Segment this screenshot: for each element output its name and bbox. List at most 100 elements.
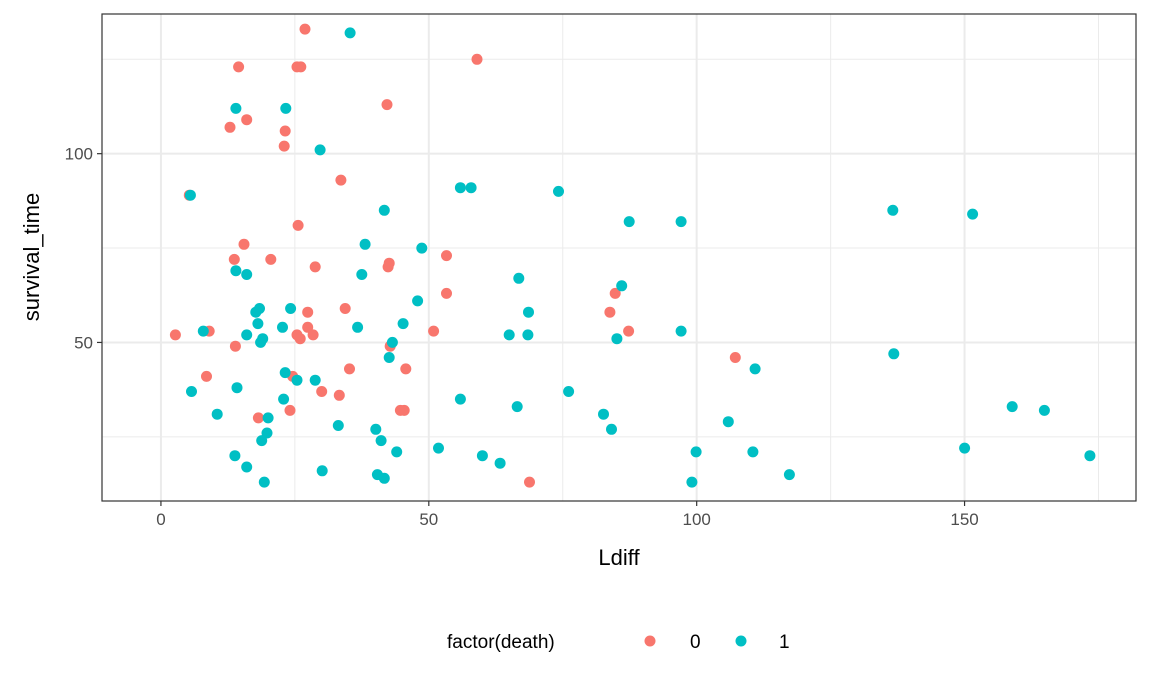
data-point-death-1 [386,336,398,348]
data-point-death-1 [280,102,292,114]
data-point-death-1 [623,216,635,228]
data-point-death-0 [302,306,314,318]
data-point-death-1 [229,450,241,462]
data-point-death-1 [598,408,609,420]
data-point-death-1 [686,476,698,488]
data-point-death-0 [241,114,253,126]
x-axis-ticks: 0 50 100 150 [156,501,979,529]
data-point-death-0 [381,99,393,111]
data-point-death-0 [441,287,452,299]
data-point-death-1 [1038,404,1050,416]
data-point-death-1 [523,306,534,318]
data-point-death-1 [959,442,971,454]
data-point-death-1 [749,363,761,375]
data-point-death-0 [233,61,245,73]
legend: factor(death) 0 1 [447,632,790,653]
x-tick-label: 0 [156,510,165,529]
y-tick-label: 100 [65,145,93,164]
data-point-death-0 [265,253,277,265]
data-point-death-0 [252,412,264,424]
data-point-death-1 [230,265,242,277]
data-point-death-1 [278,393,290,405]
data-point-death-1 [356,269,368,280]
data-point-death-1 [211,408,223,420]
data-point-death-1 [1084,450,1096,462]
data-point-death-0 [284,404,296,416]
data-point-death-0 [307,329,319,341]
data-point-death-1 [783,469,795,481]
data-point-death-1 [690,446,702,458]
data-point-death-1 [262,412,274,424]
data-point-death-1 [352,321,364,333]
data-point-death-0 [471,53,483,65]
data-point-death-0 [729,352,741,363]
data-point-death-0 [316,386,328,397]
data-point-death-1 [252,318,264,330]
data-point-death-0 [609,287,621,299]
data-point-death-0 [623,325,635,337]
panel-background [102,14,1136,501]
data-point-death-1 [494,457,506,469]
data-point-death-1 [454,182,466,194]
x-tick-label: 100 [682,510,710,529]
data-point-death-0 [302,321,314,333]
data-point-death-0 [344,363,355,375]
data-point-death-1 [476,450,488,462]
data-point-death-1 [888,348,900,360]
y-tick-label: 50 [74,333,93,352]
data-point-death-0 [299,23,311,35]
data-point-death-0 [169,329,181,341]
data-point-death-1 [503,329,515,341]
data-point-death-1 [611,333,623,345]
data-point-death-1 [230,102,242,114]
data-point-death-1 [370,423,382,435]
data-point-death-1 [256,435,268,447]
data-point-death-1 [1006,401,1018,413]
data-point-death-0 [400,363,412,375]
data-points [169,23,1096,488]
data-point-death-1 [332,420,344,431]
y-axis-ticks: 50 100 [65,145,102,352]
data-point-death-1 [231,382,243,394]
y-axis-title: survival_time [19,193,44,321]
data-point-death-0 [524,476,535,488]
data-point-death-0 [294,333,306,345]
data-point-death-0 [383,257,395,269]
data-point-death-1 [606,423,617,435]
data-point-death-1 [344,27,356,39]
data-point-death-1 [967,208,979,220]
data-point-death-1 [383,352,395,363]
data-point-death-1 [257,333,269,345]
data-point-death-1 [197,325,209,337]
data-point-death-1 [359,238,371,250]
data-point-death-1 [258,476,270,488]
data-point-death-1 [309,374,321,386]
data-point-death-1 [241,269,253,280]
data-point-death-1 [675,325,687,337]
data-point-death-0 [339,303,351,314]
data-point-death-1 [416,242,428,254]
data-point-death-1 [513,272,525,284]
data-point-death-1 [184,189,196,201]
x-tick-label: 150 [950,510,978,529]
data-point-death-1 [291,374,303,386]
data-point-death-1 [285,303,297,314]
data-point-death-0 [335,174,347,186]
legend-label-0: 0 [690,632,701,653]
data-point-death-1 [616,280,628,292]
data-point-death-0 [398,404,410,416]
data-point-death-0 [279,125,291,137]
data-point-death-1 [887,204,899,216]
data-point-death-1 [722,416,734,428]
data-point-death-0 [201,370,212,382]
data-point-death-0 [238,238,250,250]
data-point-death-0 [309,261,321,273]
minor-gridlines [102,14,1136,501]
data-point-death-1 [378,472,390,484]
data-point-death-1 [465,182,477,194]
legend-label-1: 1 [779,632,790,653]
data-point-death-1 [277,321,288,333]
data-point-death-0 [224,121,236,133]
legend-key-1 [735,635,747,647]
